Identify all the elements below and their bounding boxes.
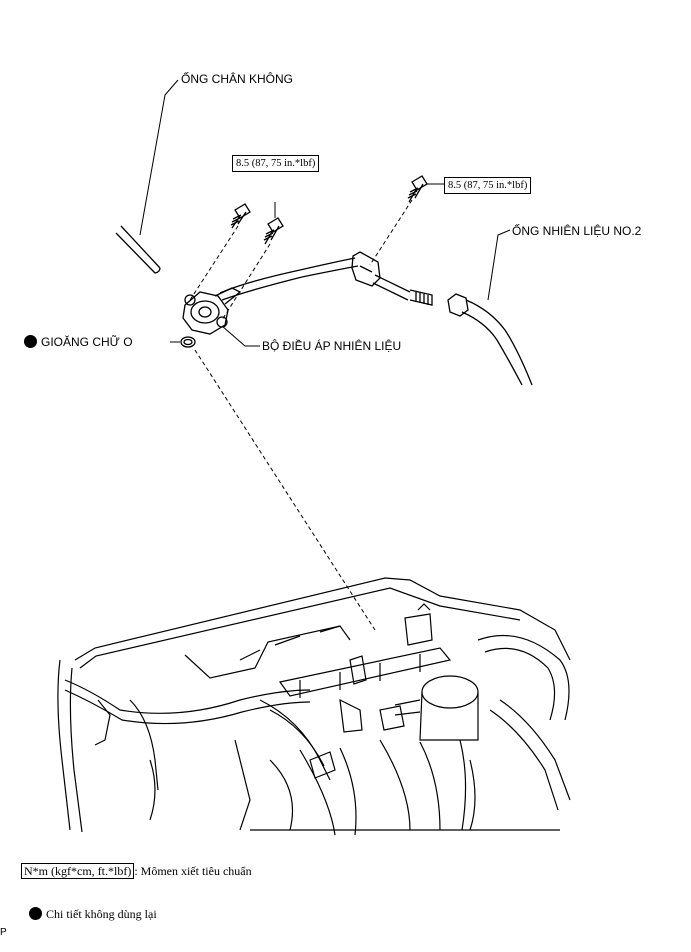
torque-spec-left: 8.5 (87, 75 in.*lbf) <box>232 155 320 172</box>
fuel-pipe-drawing <box>219 251 433 306</box>
torque-unit-box: N*m (kgf*cm, ft.*lbf) <box>21 863 135 879</box>
vacuum-hose-drawing <box>115 79 179 274</box>
fuel-pipe-no2-drawing <box>447 229 533 386</box>
fuel-pipe-no2-label: ỐNG NHIÊN LIỆU NO.2 <box>512 224 642 238</box>
torque-legend: N*m (kgf*cm, ft.*lbf): Mômen xiết tiêu c… <box>21 863 252 879</box>
footer-code: P <box>0 927 7 938</box>
vacuum-hose-label: ỐNG CHÂN KHÔNG <box>181 72 294 86</box>
non-reusable-legend: Chi tiết không dùng lại <box>29 907 157 922</box>
pressure-regulator-drawing <box>182 287 260 347</box>
bolt-left-drawing <box>230 203 251 229</box>
bolt-middle-drawing <box>263 202 284 245</box>
non-reusable-legend-dot-icon <box>29 907 42 920</box>
pressure-regulator-label: BỘ ĐIỀU ÁP NHIÊN LIỆU <box>262 339 402 353</box>
o-ring-label: GIOĂNG CHỮ O <box>41 335 133 349</box>
torque-spec-right: 8.5 (87, 75 in.*lbf) <box>444 177 532 194</box>
torque-unit-desc: : Mômen xiết tiêu chuẩn <box>134 864 252 878</box>
bolt-right-drawing <box>407 175 444 203</box>
o-ring-label-row: GIOĂNG CHỮ O <box>24 335 133 349</box>
non-reusable-text: Chi tiết không dùng lại <box>46 907 157 921</box>
o-ring-drawing <box>170 336 196 348</box>
non-reusable-dot-icon <box>24 335 37 348</box>
engine-drawing <box>57 577 571 836</box>
alignment-dashed-lines <box>189 199 413 631</box>
